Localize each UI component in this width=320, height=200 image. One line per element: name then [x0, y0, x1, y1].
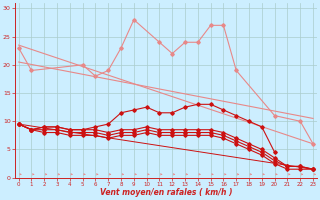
X-axis label: Vent moyen/en rafales ( km/h ): Vent moyen/en rafales ( km/h ): [100, 188, 232, 197]
